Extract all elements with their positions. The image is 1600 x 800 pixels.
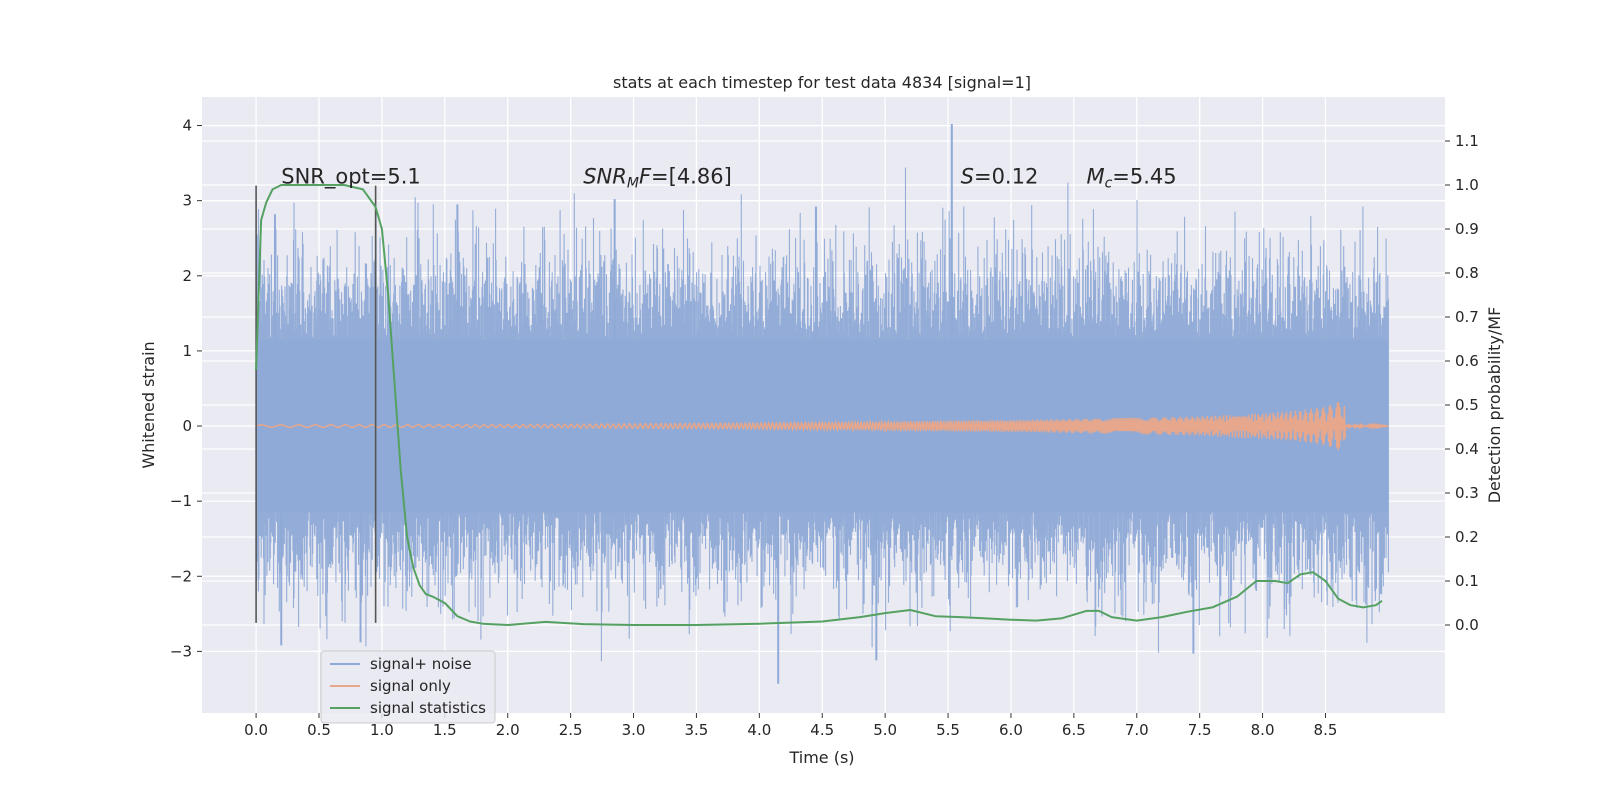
y2-tick-label: 0.8 [1455, 264, 1479, 282]
y2-tick-label: 0.4 [1455, 440, 1479, 458]
annotation-2: S=0.12 [961, 165, 1039, 189]
chart-title: stats at each timestep for test data 483… [613, 73, 1031, 92]
y-tick-label: 3 [182, 192, 192, 210]
y2-tick-label: 0.0 [1455, 616, 1479, 634]
signal-statistics-series [255, 184, 1383, 626]
x-tick-label: 1.0 [370, 721, 394, 739]
annotation-1: SNRMF=[4.86] [583, 165, 732, 192]
signal-statistics-line [255, 184, 1383, 626]
y2-axis-label: Detection probability/MF [1485, 307, 1504, 504]
signal-only-series [255, 402, 1389, 451]
y-axis-label: Whitened strain [139, 341, 158, 468]
y2-tick-label: 1.1 [1455, 132, 1479, 150]
legend-label-signal-statistics: signal statistics [370, 699, 486, 717]
signal-only-trace [255, 402, 1389, 451]
y-tick-label: −1 [170, 492, 192, 510]
y2-tick-label: 0.5 [1455, 396, 1479, 414]
x-tick-label: 3.0 [622, 721, 646, 739]
x-tick-label: 6.0 [999, 721, 1023, 739]
x-tick-label: 2.0 [496, 721, 520, 739]
y-tick-label: −3 [170, 642, 192, 660]
y-tick-label: 0 [182, 417, 192, 435]
x-axis-label: Time (s) [788, 748, 854, 767]
axis-ticks: 0.0 0.5 1.0 1.5 2.0 2.5 3.0 3.5 4.0 4.5 5.0 5.5 6.0 6… [170, 117, 1479, 739]
annotations: SNR_opt=5.1 SNRMF=[4.86] S=0.12 Mc=5.45 [281, 165, 1176, 192]
legend: signal+ noise signal only signal statist… [320, 650, 496, 724]
x-tick-label: 1.5 [433, 721, 457, 739]
y2-tick-label: 0.9 [1455, 220, 1479, 238]
x-tick-label: 5.5 [936, 721, 960, 739]
vertical-marker-lines [255, 185, 377, 623]
x-tick-label: 5.0 [873, 721, 897, 739]
y2-tick-label: 0.6 [1455, 352, 1479, 370]
y-tick-label: −2 [170, 567, 192, 585]
x-tick-label: 6.5 [1062, 721, 1086, 739]
x-tick-label: 4.0 [747, 721, 771, 739]
y-tick-label: 2 [182, 267, 192, 285]
y-tick-label: 1 [182, 342, 192, 360]
x-tick-label: 0.5 [307, 721, 331, 739]
x-tick-label: 8.5 [1314, 721, 1338, 739]
y2-tick-label: 0.1 [1455, 572, 1479, 590]
x-tick-label: 7.0 [1125, 721, 1149, 739]
y2-tick-label: 1.0 [1455, 176, 1479, 194]
y2-tick-label: 0.3 [1455, 484, 1479, 502]
y2-tick-label: 0.7 [1455, 308, 1479, 326]
annotation-0: SNR_opt=5.1 [281, 165, 421, 190]
legend-box [320, 650, 496, 724]
x-tick-label: 0.0 [244, 721, 268, 739]
x-tick-label: 3.5 [685, 721, 709, 739]
y-tick-label: 4 [182, 117, 192, 135]
legend-label-signal-noise: signal+ noise [370, 655, 472, 673]
x-tick-label: 8.0 [1251, 721, 1275, 739]
x-tick-label: 4.5 [810, 721, 834, 739]
annotation-3: Mc=5.45 [1086, 165, 1176, 192]
y2-tick-label: 0.2 [1455, 528, 1479, 546]
legend-label-signal-only: signal only [370, 677, 451, 695]
x-tick-label: 7.5 [1188, 721, 1212, 739]
x-tick-label: 2.5 [559, 721, 583, 739]
